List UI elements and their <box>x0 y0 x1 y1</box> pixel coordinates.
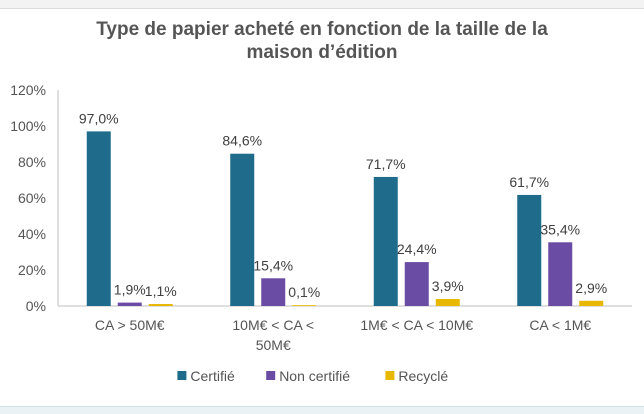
bar <box>292 305 316 306</box>
x-category-label: 10M€ < CA < <box>232 317 314 333</box>
y-tick-label: 40% <box>18 226 46 242</box>
y-tick-label: 80% <box>18 154 46 170</box>
data-label: 1,1% <box>145 283 177 299</box>
data-label: 71,7% <box>366 156 406 172</box>
x-category-label: CA < 1M€ <box>529 317 591 333</box>
bar <box>118 303 142 306</box>
bar <box>374 177 398 306</box>
data-label: 61,7% <box>509 174 549 190</box>
data-label: 15,4% <box>253 257 293 273</box>
legend-swatch <box>266 371 275 380</box>
bar <box>261 278 285 306</box>
data-label: 24,4% <box>397 241 437 257</box>
legend-entry: Certifié <box>190 368 235 384</box>
legend-swatch <box>385 371 394 380</box>
legend-swatch <box>177 371 186 380</box>
data-label: 2,9% <box>575 280 607 296</box>
y-tick-label: 100% <box>10 118 46 134</box>
x-category-label: 50M€ <box>256 337 291 353</box>
bar <box>517 195 541 306</box>
legend-entry: Non certifié <box>279 368 350 384</box>
x-category-label: 1M€ < CA < 10M€ <box>360 317 473 333</box>
data-label: 0,1% <box>288 284 320 300</box>
y-tick-label: 20% <box>18 262 46 278</box>
data-label: 1,9% <box>114 282 146 298</box>
bar <box>87 131 111 306</box>
y-tick-label: 120% <box>10 82 46 98</box>
y-tick-label: 60% <box>18 190 46 206</box>
bar <box>436 299 460 306</box>
bar <box>149 304 173 306</box>
legend-entry: Recyclé <box>398 368 448 384</box>
bar <box>579 301 603 306</box>
bar <box>548 242 572 306</box>
y-tick-label: 0% <box>26 298 46 314</box>
data-label: 3,9% <box>432 278 464 294</box>
data-label: 97,0% <box>79 110 119 126</box>
bar <box>230 154 254 306</box>
bar <box>405 262 429 306</box>
bottom-border-strip <box>0 406 644 414</box>
data-label: 35,4% <box>540 221 580 237</box>
data-label: 84,6% <box>222 133 262 149</box>
x-category-label: CA > 50M€ <box>95 317 165 333</box>
